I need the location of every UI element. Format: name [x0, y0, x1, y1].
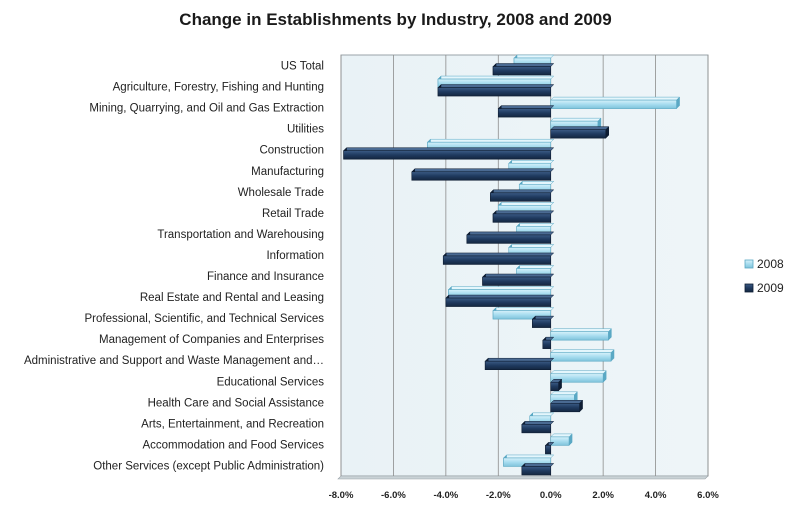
bar-2009 [550, 126, 610, 139]
category-label: Real Estate and Rental and Leasing [140, 292, 324, 304]
bar-2009 [489, 189, 555, 202]
category-label: Construction [259, 145, 324, 157]
category-label: Health Care and Social Assistance [148, 397, 324, 409]
category-label: Utilities [287, 124, 324, 136]
category-label: Professional, Scientific, and Technical … [85, 313, 325, 325]
bar-2009 [550, 399, 584, 413]
category-label: Wholesale Trade [238, 187, 324, 199]
category-label: Accommodation and Food Services [142, 439, 324, 451]
bars [343, 54, 681, 476]
bar-2008 [550, 96, 681, 110]
bar-2009 [550, 378, 563, 392]
x-tick-label: 0.0% [540, 490, 562, 501]
bar-2008 [492, 306, 555, 320]
bar-2009 [521, 462, 555, 476]
category-label: US Total [281, 61, 324, 73]
x-tick-label: -2.0% [486, 490, 511, 501]
legend-label-2008: 2008 [757, 257, 784, 271]
x-tick-label: -6.0% [381, 490, 406, 501]
category-label: Manufacturing [251, 166, 324, 178]
bar-2009 [411, 168, 555, 181]
bar-2009 [492, 62, 555, 76]
chart-title: Change in Establishments by Industry, 20… [179, 10, 612, 29]
category-label: Administrative and Support and Waste Man… [24, 355, 324, 367]
category-label: Finance and Insurance [207, 271, 324, 283]
x-tick-label: -8.0% [329, 490, 354, 501]
bar-2009 [531, 315, 555, 329]
bar-2009 [437, 83, 555, 97]
legend-swatch-2009 [744, 283, 754, 293]
bar-2008 [550, 117, 602, 131]
category-label: Educational Services [217, 376, 325, 388]
category-label: Mining, Quarrying, and Oil and Gas Extra… [89, 103, 324, 115]
x-tick-label: 2.0% [592, 490, 614, 501]
bar-2009 [466, 231, 555, 245]
bar-2009 [492, 210, 555, 223]
bar-2009 [544, 441, 555, 455]
bar-2009 [445, 294, 555, 308]
x-axis-tick-labels: -8.0% -6.0% -4.0% -2.0% 0.0% 2.0% 4.0% 6.0% [329, 490, 720, 501]
legend-swatch-2008 [744, 259, 754, 269]
bar-2008 [550, 349, 615, 362]
bar-2008 [550, 433, 573, 447]
bar-2009 [484, 357, 555, 371]
category-label: Agriculture, Forestry, Fishing and Hunti… [113, 82, 324, 94]
category-labels: US Total Agriculture, Forestry, Fishing a… [24, 61, 324, 473]
category-label: Transportation and Warehousing [157, 229, 324, 241]
category-label: Information [266, 250, 324, 262]
bar-2009 [481, 273, 555, 287]
x-tick-label: 4.0% [645, 490, 667, 501]
category-label: Other Services (except Public Administra… [93, 460, 324, 472]
bar-2009 [442, 252, 555, 266]
bar-2008 [550, 328, 612, 341]
category-label: Retail Trade [262, 208, 324, 220]
legend-label-2009: 2009 [757, 281, 784, 295]
bar-2008 [437, 75, 555, 89]
bar-2009 [542, 336, 555, 350]
x-tick-label: -4.0% [433, 490, 458, 501]
bar-2009 [497, 104, 555, 118]
x-tick-label: 6.0% [697, 490, 719, 501]
legend: 2008 2009 [744, 257, 784, 295]
bar-2008 [550, 370, 607, 383]
category-label: Arts, Entertainment, and Recreation [141, 418, 324, 430]
category-label: Management of Companies and Enterprises [99, 334, 324, 346]
bar-2009 [521, 420, 555, 434]
bar-2009 [343, 147, 555, 160]
